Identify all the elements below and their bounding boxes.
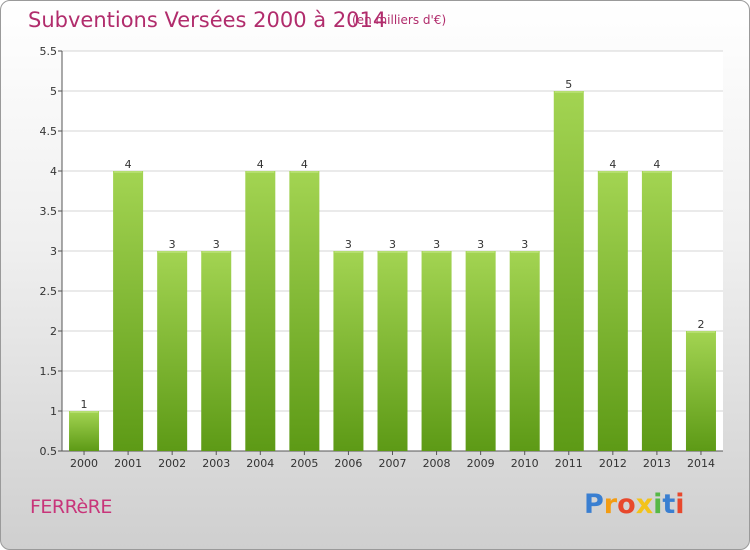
x-tick-label: 2002 [158,457,186,470]
x-tick-label: 2009 [467,457,495,470]
bar [465,251,496,451]
x-tick-label: 2007 [379,457,407,470]
proxiti-logo: Proxiti [584,489,685,520]
data-label: 3 [477,238,484,251]
bar [421,251,452,451]
data-label: 3 [433,238,440,251]
x-tick-label: 2005 [290,457,318,470]
data-label: 4 [301,158,308,171]
x-tick-label: 2014 [687,457,715,470]
commune-name: FERRèRE [30,496,112,518]
data-label: 3 [521,238,528,251]
data-label: 4 [125,158,132,171]
x-tick-label: 2011 [555,457,583,470]
data-label: 4 [609,158,616,171]
x-tick-label: 2003 [202,457,230,470]
bar [245,171,276,451]
bar [157,251,188,451]
x-tick-label: 2008 [423,457,451,470]
bar [69,411,100,451]
y-tick-label: 5.5 [40,45,58,58]
y-tick-label: 2.5 [40,285,58,298]
data-label: 2 [697,318,704,331]
logo-letter: P [584,489,604,520]
bar [377,251,408,451]
data-label: 3 [169,238,176,251]
bar [201,251,232,451]
y-tick-label: 0.5 [40,445,58,458]
y-tick-label: 1.5 [40,365,58,378]
bar [289,171,320,451]
logo-letter: x [635,489,654,520]
logo-letter: i [653,489,663,520]
x-tick-label: 2000 [70,457,98,470]
x-tick-label: 2004 [246,457,274,470]
x-tick-label: 2013 [643,457,671,470]
data-label: 4 [653,158,660,171]
bar [553,91,584,451]
logo-letter: i [675,489,685,520]
bar [333,251,364,451]
data-label: 3 [389,238,396,251]
y-tick-label: 3 [50,245,57,258]
y-tick-label: 4.5 [40,125,58,138]
bar [641,171,672,451]
y-tick-label: 2 [50,325,57,338]
chart-title: Subventions Versées 2000 à 2014 [28,8,387,32]
data-label: 3 [345,238,352,251]
logo-letter: o [617,489,636,520]
y-tick-label: 5 [50,85,57,98]
bar [509,251,540,451]
y-tick-label: 3.5 [40,205,58,218]
data-label: 3 [213,238,220,251]
data-label: 4 [257,158,264,171]
data-label: 1 [81,398,88,411]
y-tick-label: 4 [50,165,57,178]
x-tick-label: 2001 [114,457,142,470]
bar [685,331,716,451]
bar [597,171,628,451]
x-tick-label: 2010 [511,457,539,470]
bar [113,171,144,451]
x-tick-label: 2006 [334,457,362,470]
data-label: 5 [565,78,572,91]
logo-letter: t [662,489,676,520]
y-tick-label: 1 [50,405,57,418]
logo-letter: r [603,489,618,520]
x-tick-label: 2012 [599,457,627,470]
chart-unit-label: (en milliers d'€) [352,13,447,27]
